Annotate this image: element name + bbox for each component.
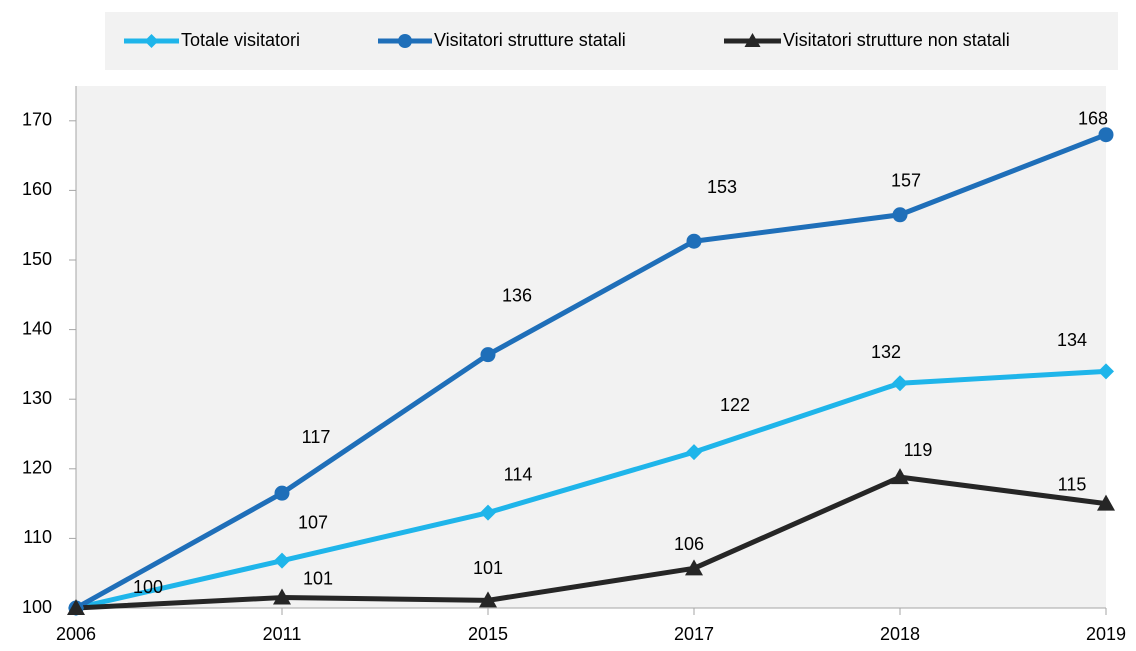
data-label: 122 xyxy=(720,395,750,415)
x-tick-label: 2011 xyxy=(263,624,302,644)
data-point xyxy=(1097,494,1115,511)
series-line xyxy=(75,474,1107,611)
y-tick-label: 150 xyxy=(22,249,52,269)
data-point xyxy=(480,504,496,521)
y-tick-label: 140 xyxy=(22,318,52,338)
series-line xyxy=(75,368,1107,611)
data-label: 157 xyxy=(891,171,921,191)
data-label: 119 xyxy=(904,440,933,460)
data-point xyxy=(891,468,909,485)
x-tick-label: 2018 xyxy=(880,624,920,644)
legend-label: Visitatori strutture statali xyxy=(434,30,626,50)
data-point xyxy=(686,444,702,461)
data-label: 134 xyxy=(1057,330,1087,350)
x-tick-label: 2019 xyxy=(1086,624,1126,644)
y-tick-label: 120 xyxy=(22,458,52,478)
legend-marker xyxy=(144,34,159,48)
y-tick-label: 170 xyxy=(22,110,52,130)
data-point xyxy=(274,552,290,569)
data-point xyxy=(1098,127,1114,143)
plot-area xyxy=(76,86,1106,608)
data-label: 101 xyxy=(473,558,503,578)
legend-box xyxy=(105,12,1118,70)
data-label: 100 xyxy=(133,577,163,597)
series-line xyxy=(74,132,1107,611)
data-label: 132 xyxy=(871,342,901,362)
data-label: 136 xyxy=(502,285,532,305)
data-point xyxy=(1098,363,1114,380)
y-tick-label: 130 xyxy=(22,388,52,408)
data-point xyxy=(67,599,85,615)
data-point xyxy=(892,207,908,223)
data-point xyxy=(686,233,702,249)
y-tick-label: 100 xyxy=(22,597,52,617)
legend-marker xyxy=(398,34,412,48)
x-tick-label: 2017 xyxy=(674,624,714,644)
data-label: 168 xyxy=(1078,108,1108,128)
legend-label: Visitatori strutture non statali xyxy=(783,30,1010,50)
data-point xyxy=(273,588,291,605)
data-label: 107 xyxy=(298,512,328,532)
data-point xyxy=(480,347,496,363)
data-point xyxy=(274,485,290,501)
x-tick-label: 2006 xyxy=(56,624,96,644)
data-label: 115 xyxy=(1058,474,1087,494)
y-tick-label: 110 xyxy=(23,527,52,547)
legend-marker xyxy=(744,33,761,47)
data-label: 106 xyxy=(674,534,704,554)
data-label: 114 xyxy=(504,464,533,484)
legend-label: Totale visitatori xyxy=(181,30,300,50)
data-label: 153 xyxy=(707,177,737,197)
data-label: 117 xyxy=(302,427,331,447)
data-point xyxy=(685,559,703,576)
y-tick-label: 160 xyxy=(22,179,52,199)
data-point xyxy=(892,375,908,392)
data-point xyxy=(479,591,497,608)
data-label: 101 xyxy=(303,568,333,588)
x-tick-label: 2015 xyxy=(468,624,508,644)
